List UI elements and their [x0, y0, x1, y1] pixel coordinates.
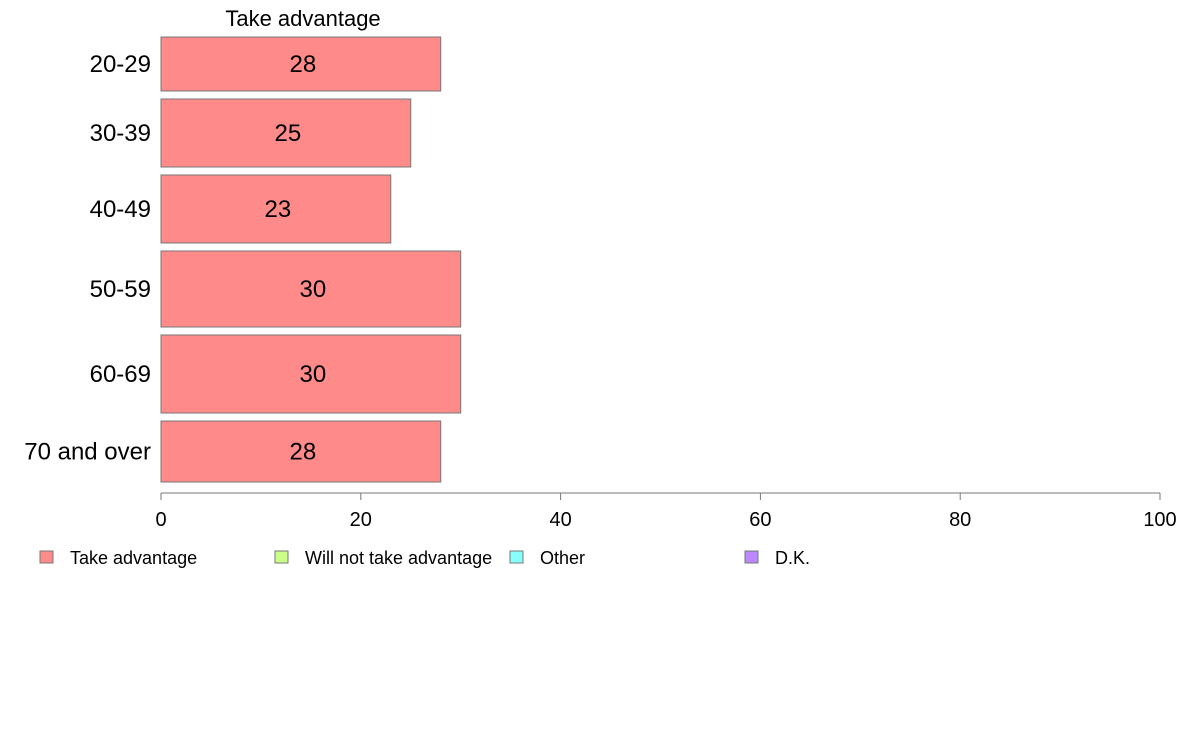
bar-2: [160, 174, 392, 244]
category-label-3: 50-59: [90, 276, 151, 303]
legend-swatch-3: [744, 550, 759, 564]
x-tick-label-3: 60: [749, 509, 771, 531]
legend-label-3: D.K.: [775, 548, 810, 568]
legend: Take advantage Will not take advantage Oth…: [39, 548, 810, 568]
value-label-2: 23: [265, 196, 292, 223]
legend-label-2: Other: [540, 548, 585, 568]
bar-1: [160, 98, 412, 168]
panel-title: Take advantage: [225, 6, 380, 31]
x-tick-label-4: 80: [949, 509, 971, 531]
legend-swatch-2: [509, 550, 524, 564]
x-tick-label-1: 20: [350, 509, 372, 531]
legend-swatch-0: [39, 550, 54, 564]
value-label-3: 30: [299, 276, 326, 303]
value-labels: 28 25 23 30 30 28: [265, 51, 327, 466]
value-label-4: 30: [299, 361, 326, 388]
category-label-5: 70 and over: [24, 439, 151, 466]
value-label-1: 25: [275, 120, 302, 147]
legend-swatch-1: [274, 550, 289, 564]
category-labels: 20-29 30-39 40-49 50-59 60-69 70 and over: [24, 51, 151, 466]
bar-0: [160, 36, 442, 92]
bars-group: [160, 36, 462, 483]
x-axis: 0 20 40 60 80 100: [155, 492, 1177, 531]
category-label-2: 40-49: [90, 196, 151, 223]
legend-label-1: Will not take advantage: [305, 548, 492, 568]
x-tick-label-5: 100: [1143, 509, 1176, 531]
value-label-0: 28: [290, 51, 317, 78]
category-label-0: 20-29: [90, 51, 151, 78]
value-label-5: 28: [290, 439, 317, 466]
category-label-1: 30-39: [90, 120, 151, 147]
legend-label-0: Take advantage: [70, 548, 197, 568]
x-tick-label-0: 0: [155, 509, 166, 531]
category-label-4: 60-69: [90, 361, 151, 388]
bar-3: [160, 250, 462, 328]
bar-4: [160, 334, 462, 414]
x-tick-label-2: 40: [549, 509, 571, 531]
bar-5: [160, 420, 442, 483]
